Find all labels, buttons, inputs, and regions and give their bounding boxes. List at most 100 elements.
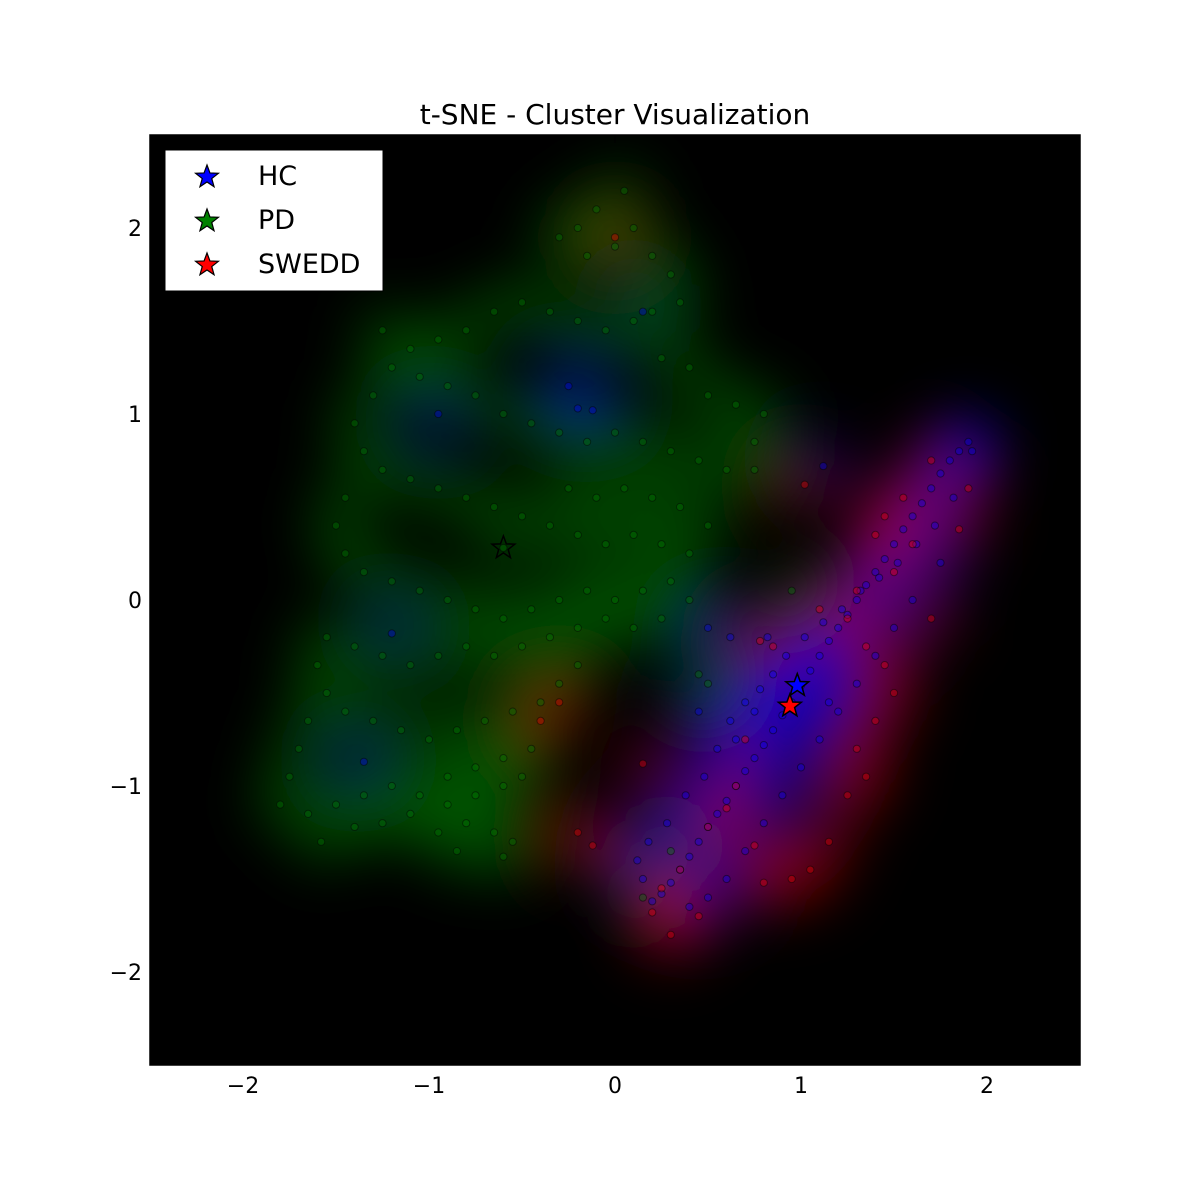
point-pd [527, 419, 536, 428]
point-pd [666, 447, 675, 456]
point-pd [462, 326, 471, 335]
point-pd [369, 716, 378, 726]
point-hc [880, 554, 889, 564]
point-swedd [899, 493, 908, 502]
point-pd [685, 363, 694, 372]
point-hc [815, 651, 824, 660]
point-hc [968, 447, 977, 456]
point-pd [434, 651, 443, 660]
point-hc [741, 698, 750, 707]
point-pd [545, 633, 555, 642]
point-hc [800, 633, 809, 642]
point-pd [657, 614, 666, 623]
point-swedd [843, 614, 852, 623]
point-hc [359, 757, 368, 766]
point-pd [322, 688, 331, 698]
point-pd [666, 847, 675, 856]
point-pd [490, 828, 499, 837]
point-swedd [787, 874, 796, 884]
point-hc [694, 707, 703, 716]
point-pd [545, 521, 555, 530]
point-hc [750, 707, 759, 716]
point-pd [555, 595, 564, 605]
point-pd [313, 661, 322, 670]
point-hc [936, 469, 945, 478]
point-pd [406, 809, 415, 819]
point-pd [648, 251, 657, 260]
point-pd [499, 543, 508, 553]
point-pd [462, 642, 471, 651]
point-pd [359, 568, 368, 577]
point-hc [731, 781, 741, 791]
point-pd [350, 419, 359, 428]
point-swedd [759, 878, 768, 887]
legend-label-swedd: SWEDD [258, 249, 360, 280]
x-tick-label: 2 [980, 1074, 994, 1099]
point-swedd [573, 828, 582, 837]
point-pd [387, 363, 396, 372]
legend: HC PD SWEDD [164, 149, 384, 292]
point-pd [731, 400, 741, 409]
y-tick-label: −1 [110, 775, 142, 800]
point-hc [731, 735, 741, 744]
point-pd [685, 549, 694, 558]
legend-label-hc: HC [258, 161, 297, 192]
point-swedd [694, 912, 703, 921]
point-pd [620, 484, 629, 493]
density-blob-swedd [705, 756, 766, 816]
point-pd [452, 726, 461, 735]
point-pd [666, 270, 675, 279]
point-pd [369, 391, 378, 400]
point-hc [843, 610, 852, 619]
point-pd [722, 465, 731, 474]
point-pd [350, 822, 359, 832]
point-hc [662, 819, 672, 828]
point-swedd [824, 837, 834, 846]
y-tick-label: 2 [128, 217, 142, 242]
point-hc [806, 666, 815, 675]
density-blob-pd [538, 458, 599, 519]
point-hc [769, 670, 778, 679]
density-blob-pd [473, 517, 534, 578]
point-pd [638, 893, 648, 902]
point-hc [824, 698, 834, 707]
point-pd [787, 586, 796, 595]
density-blob-swedd [743, 616, 804, 677]
point-pd [378, 326, 387, 335]
point-pd [703, 521, 713, 530]
point-hc [722, 796, 731, 805]
point-pd [629, 623, 638, 633]
point-hc [755, 685, 765, 694]
point-hc [824, 636, 834, 646]
point-hc [834, 623, 843, 633]
density-layer [250, 160, 1003, 965]
point-pd [536, 698, 545, 707]
point-pd [750, 437, 759, 446]
point-hc [889, 623, 899, 633]
density-blob-pd [724, 439, 785, 500]
point-hc [834, 707, 843, 716]
point-pd [443, 595, 452, 605]
point-pd [629, 316, 638, 326]
point-swedd [703, 822, 713, 832]
point-pd [490, 307, 499, 316]
point-pd [666, 577, 675, 586]
point-swedd [750, 841, 759, 850]
point-hc [871, 651, 880, 660]
y-tick-label: 0 [128, 589, 142, 614]
point-pd [304, 716, 313, 726]
point-hc [434, 409, 443, 419]
point-hc [759, 740, 768, 750]
legend-marker-hc [193, 163, 221, 189]
point-pd [573, 661, 582, 670]
point-pd [317, 837, 326, 846]
cluster-centers-layer [489, 533, 811, 718]
point-hc [889, 540, 899, 549]
point-swedd [648, 908, 657, 917]
point-pd [471, 605, 480, 614]
x-tick-label: −1 [413, 1074, 445, 1099]
density-blob-pd [417, 746, 478, 807]
density-blob-swedd [668, 886, 729, 947]
point-pd [434, 335, 443, 344]
